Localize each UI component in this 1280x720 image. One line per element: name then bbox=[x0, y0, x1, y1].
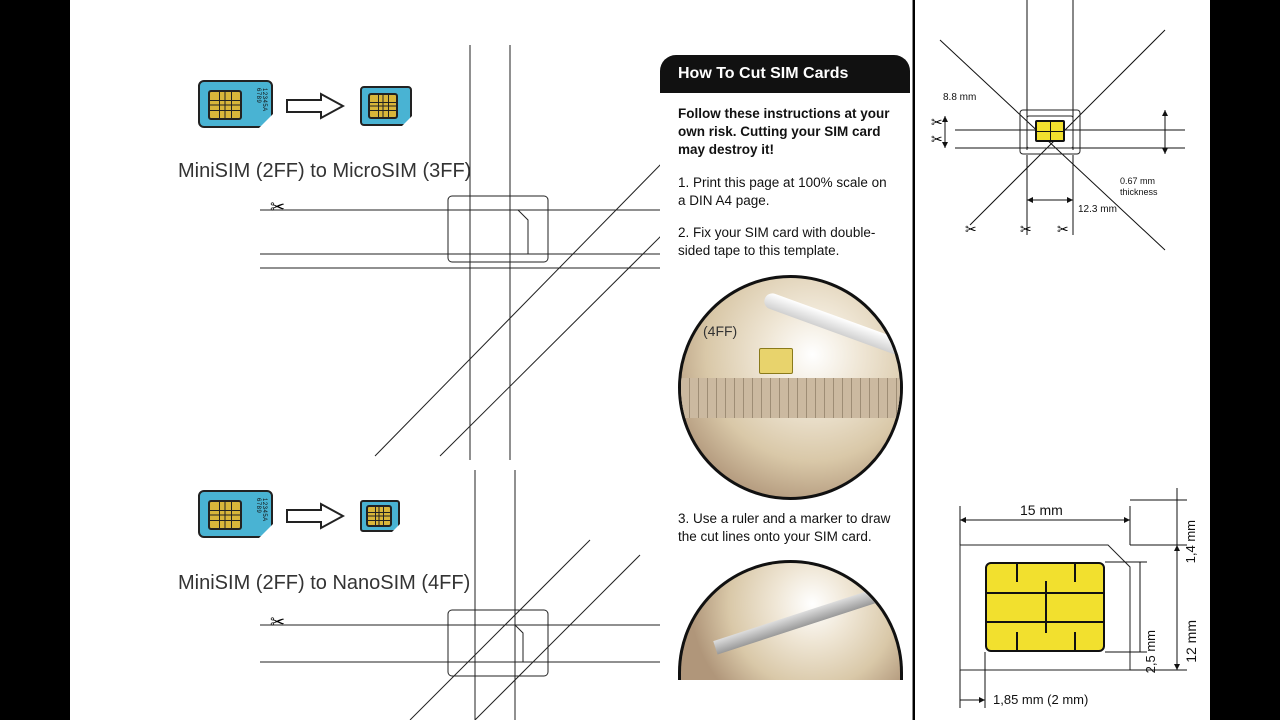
instruction-photo bbox=[678, 560, 903, 680]
instruction-step: 1. Print this page at 100% scale on a DI… bbox=[678, 174, 892, 210]
chip-graphic-large bbox=[985, 562, 1105, 652]
instructions-header: How To Cut SIM Cards bbox=[660, 55, 910, 93]
dim-1-4: 1,4 mm bbox=[1183, 520, 1198, 563]
dim-15: 15 mm bbox=[1020, 502, 1063, 518]
photo-4ff-label: (4FF) bbox=[703, 323, 737, 339]
instructions-warning: Follow these instructions at your own ri… bbox=[678, 105, 892, 160]
instructions-panel: How To Cut SIM Cards Follow these instru… bbox=[660, 55, 910, 696]
dim-2-5: 2,5 mm bbox=[1143, 630, 1158, 673]
template-page-right: ✂ ✂ ✂ ✂ ✂ 8.8 mm 12.3 mm 0.67 mm thickne… bbox=[915, 0, 1210, 720]
instruction-step: 3. Use a ruler and a marker to draw the … bbox=[678, 510, 892, 546]
template-page-left: 12345A 6789 MiniSIM (2FF) to MicroSIM (3… bbox=[70, 0, 913, 720]
dim-12: 12 mm bbox=[1183, 620, 1199, 663]
instruction-step: 2. Fix your SIM card with double-sided t… bbox=[678, 224, 892, 260]
scissors-icon: ✂ bbox=[270, 613, 285, 631]
cut-template-2 bbox=[70, 0, 670, 720]
instruction-photo: (4FF) bbox=[678, 275, 903, 500]
instructions-body: Follow these instructions at your own ri… bbox=[660, 93, 910, 696]
dim-1-85: 1,85 mm (2 mm) bbox=[993, 692, 1088, 707]
